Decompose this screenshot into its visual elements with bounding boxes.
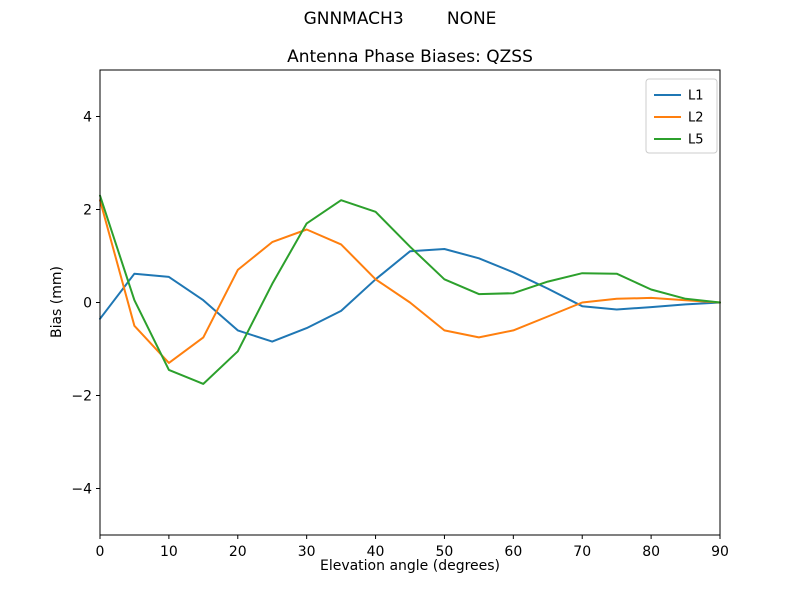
legend-label-L2: L2	[688, 111, 704, 126]
y-axis-label: Bias (mm)	[49, 265, 65, 339]
line-series-L5	[99, 194, 721, 385]
y-tick-label: 0	[83, 296, 92, 312]
x-tick-label: 60	[504, 544, 522, 560]
y-tick-label: −4	[71, 482, 92, 498]
legend-label-L1: L1	[688, 89, 704, 104]
suptitle: GNNMACH3 NONE	[303, 9, 497, 29]
x-axis-label: Elevation angle (degrees)	[319, 558, 501, 574]
x-tick-label: 10	[160, 544, 178, 560]
legend-frame	[645, 78, 718, 154]
x-tick-label: 80	[642, 544, 660, 560]
legend: L1 L2 L5	[645, 78, 718, 154]
x-tick-label: 20	[229, 544, 247, 560]
line-series-L2	[99, 199, 721, 364]
y-tick-label: 2	[83, 203, 92, 219]
y-tick-label: −2	[71, 389, 92, 405]
x-tick-label: 50	[436, 544, 454, 560]
legend-label-L5: L5	[688, 133, 704, 148]
x-tick-label: 0	[96, 544, 105, 560]
line-series-L1	[99, 248, 721, 343]
x-tick-label: 40	[367, 544, 385, 560]
x-tick-label: 90	[711, 544, 729, 560]
y-tick-label: 4	[83, 110, 92, 126]
x-tick-label: 30	[298, 544, 316, 560]
chart-title: Antenna Phase Biases: QZSS	[287, 47, 533, 67]
x-tick-label: 70	[573, 544, 591, 560]
